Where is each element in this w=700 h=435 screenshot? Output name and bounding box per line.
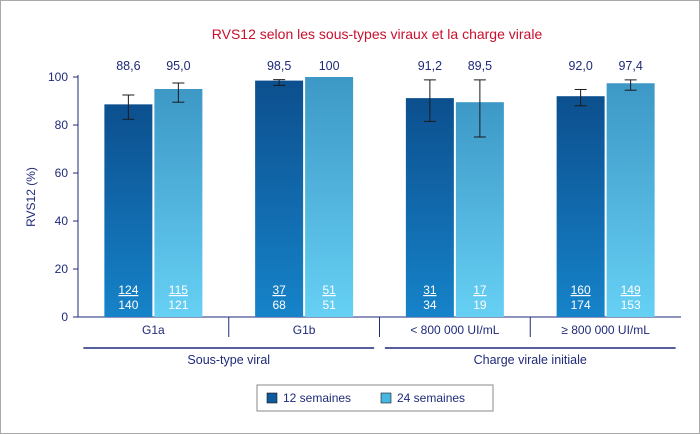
n-responders-label: 160 — [571, 283, 591, 297]
bar-24-semaines — [154, 89, 203, 317]
n-responders-label: 37 — [272, 283, 286, 297]
n-total-label: 19 — [473, 298, 487, 312]
legend-swatch — [380, 392, 392, 404]
y-tick-label: 100 — [48, 70, 68, 84]
x-tick-label: ≥ 800 000 UI/mL — [561, 323, 650, 337]
legend-box — [256, 384, 494, 412]
data-label: 97,4 — [618, 59, 642, 73]
n-total-label: 121 — [168, 298, 188, 312]
n-total-label: 51 — [322, 298, 336, 312]
bar-24-semaines — [305, 77, 354, 317]
n-total-label: 140 — [118, 298, 138, 312]
x-tick-label: < 800 000 UI/mL — [410, 323, 499, 337]
legend-swatch — [266, 392, 278, 404]
bar-12-semaines — [556, 96, 605, 317]
n-total-label: 34 — [423, 298, 437, 312]
y-tick-label: 20 — [55, 262, 69, 276]
bar-24-semaines — [455, 102, 504, 317]
y-axis-label: RVS12 (%) — [24, 167, 38, 227]
x-tick-label: G1b — [293, 323, 316, 337]
data-label: 92,0 — [568, 59, 592, 73]
group-label: Charge virale initiale — [474, 353, 587, 367]
chart-title: RVS12 selon les sous-types viraux et la … — [212, 26, 543, 42]
n-responders-label: 124 — [118, 283, 138, 297]
n-responders-label: 115 — [169, 283, 188, 297]
n-responders-label: 17 — [473, 283, 487, 297]
n-responders-label: 31 — [423, 283, 437, 297]
data-label: 100 — [319, 59, 340, 73]
y-tick-label: 60 — [55, 166, 69, 180]
bar-12-semaines — [405, 98, 454, 318]
bar-12-semaines — [255, 80, 304, 317]
y-tick-label: 0 — [61, 310, 68, 324]
n-total-label: 153 — [621, 298, 641, 312]
y-tick-label: 40 — [55, 214, 69, 228]
n-total-label: 68 — [272, 298, 286, 312]
n-responders-label: 51 — [322, 283, 336, 297]
data-label: 95,0 — [166, 59, 190, 73]
group-label: Sous-type viral — [187, 353, 270, 367]
legend-label: 12 semaines — [283, 391, 351, 405]
data-label: 89,5 — [468, 59, 492, 73]
legend-label: 24 semaines — [397, 391, 465, 405]
bar-12-semaines — [104, 104, 153, 317]
data-label: 88,6 — [116, 59, 140, 73]
data-label: 98,5 — [267, 59, 291, 73]
x-tick-label: G1a — [142, 323, 165, 337]
bar-24-semaines — [606, 83, 655, 318]
data-label: 91,2 — [418, 59, 442, 73]
y-tick-label: 80 — [55, 118, 69, 132]
n-total-label: 174 — [571, 298, 591, 312]
n-responders-label: 149 — [621, 283, 641, 297]
